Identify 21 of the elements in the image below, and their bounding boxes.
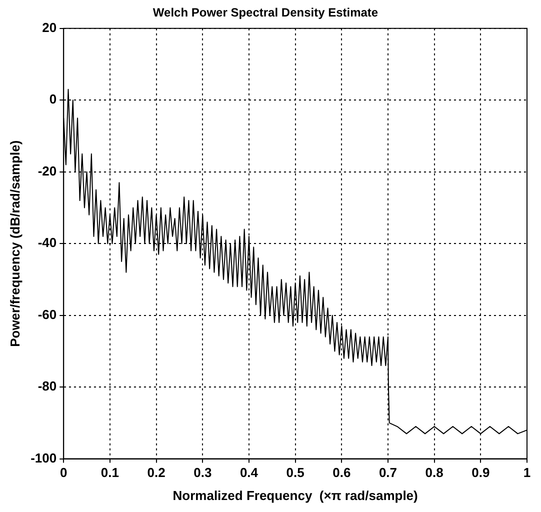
x-tick-label: 1 bbox=[523, 465, 531, 480]
x-tick-label: 0 bbox=[60, 465, 68, 480]
x-tick-label: 0.3 bbox=[194, 465, 212, 480]
x-tick-label: 0.6 bbox=[332, 465, 351, 480]
y-axis-title: Power/frequency (dB/rad/sample) bbox=[7, 140, 22, 347]
y-tick-label: -40 bbox=[38, 235, 57, 250]
x-tick-label: 0.5 bbox=[286, 465, 304, 480]
y-tick-label: -20 bbox=[38, 163, 57, 178]
x-tick-label: 0.2 bbox=[147, 465, 166, 480]
x-tick-label: 0.8 bbox=[425, 465, 444, 480]
x-tick-label: 0.1 bbox=[100, 465, 119, 480]
y-tick-label: 20 bbox=[42, 20, 57, 35]
x-axis-title: Normalized Frequency (×π rad/sample) bbox=[172, 488, 418, 503]
chart-title: Welch Power Spectral Density Estimate bbox=[152, 6, 378, 20]
y-tick-label: -100 bbox=[30, 450, 57, 466]
x-tick-label: 0.7 bbox=[378, 465, 398, 480]
y-tick-label: -80 bbox=[38, 378, 57, 394]
x-tick-label: 0.9 bbox=[472, 465, 490, 480]
y-tick-label: -60 bbox=[38, 306, 57, 322]
y-tick-label: 0 bbox=[49, 92, 57, 107]
x-tick-label: 0.4 bbox=[240, 465, 259, 480]
